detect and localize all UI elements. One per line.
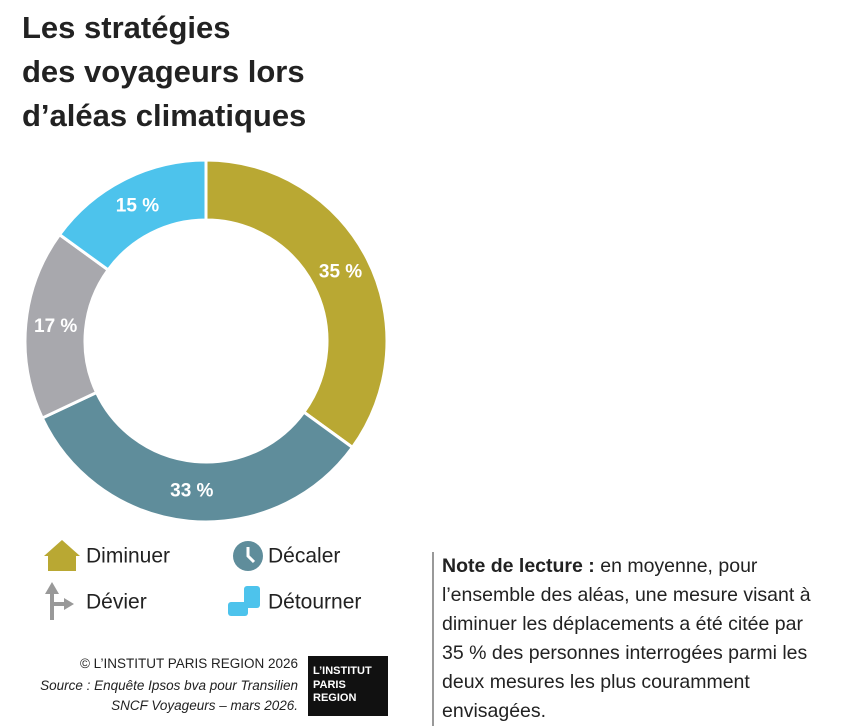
- donut-slice: [57, 158, 208, 272]
- reading-note: Note de lecture : en moyenne, pour l’ens…: [432, 552, 822, 726]
- donut-slice: [40, 390, 355, 524]
- chart-title: Les stratégies: [22, 10, 231, 45]
- logo-box: [308, 656, 388, 716]
- logo-text: PARIS: [313, 679, 346, 691]
- donut-slice: [204, 158, 389, 450]
- value-label: 35 %: [319, 261, 362, 282]
- icon-detourner: [228, 586, 260, 616]
- logo-text: L’INSTITUT: [313, 665, 372, 677]
- note-label: Note de lecture :: [442, 555, 595, 577]
- donut: 35 % 33 % 17 % 15 %: [23, 158, 389, 524]
- value-label: 33 %: [170, 480, 213, 501]
- legend: Diminuer Décaler Dévier Détourner: [86, 545, 361, 614]
- value-label: 15 %: [116, 195, 159, 216]
- note-text: en moyenne, pour l’ensemble des aléas, u…: [442, 555, 811, 722]
- icon-devier: [45, 582, 74, 620]
- copyright: © L’INSTITUT PARIS REGION 2026: [80, 656, 298, 671]
- legend-label: Diminuer: [86, 545, 170, 568]
- value-label: 17 %: [34, 316, 77, 337]
- icon-diminuer: [44, 540, 80, 571]
- source: Source : Enquête Ipsos bva pour Transili…: [40, 678, 298, 693]
- legend-label: Détourner: [268, 591, 361, 614]
- logo-text: REGION: [313, 692, 356, 704]
- chart-title: d’aléas climatiques: [22, 98, 306, 133]
- source: SNCF Voyageurs – mars 2026.: [111, 698, 298, 713]
- chart-title: des voyageurs lors: [22, 54, 305, 89]
- icon-decaler: [233, 541, 263, 571]
- legend-label: Décaler: [268, 545, 340, 568]
- legend-label: Dévier: [86, 591, 147, 614]
